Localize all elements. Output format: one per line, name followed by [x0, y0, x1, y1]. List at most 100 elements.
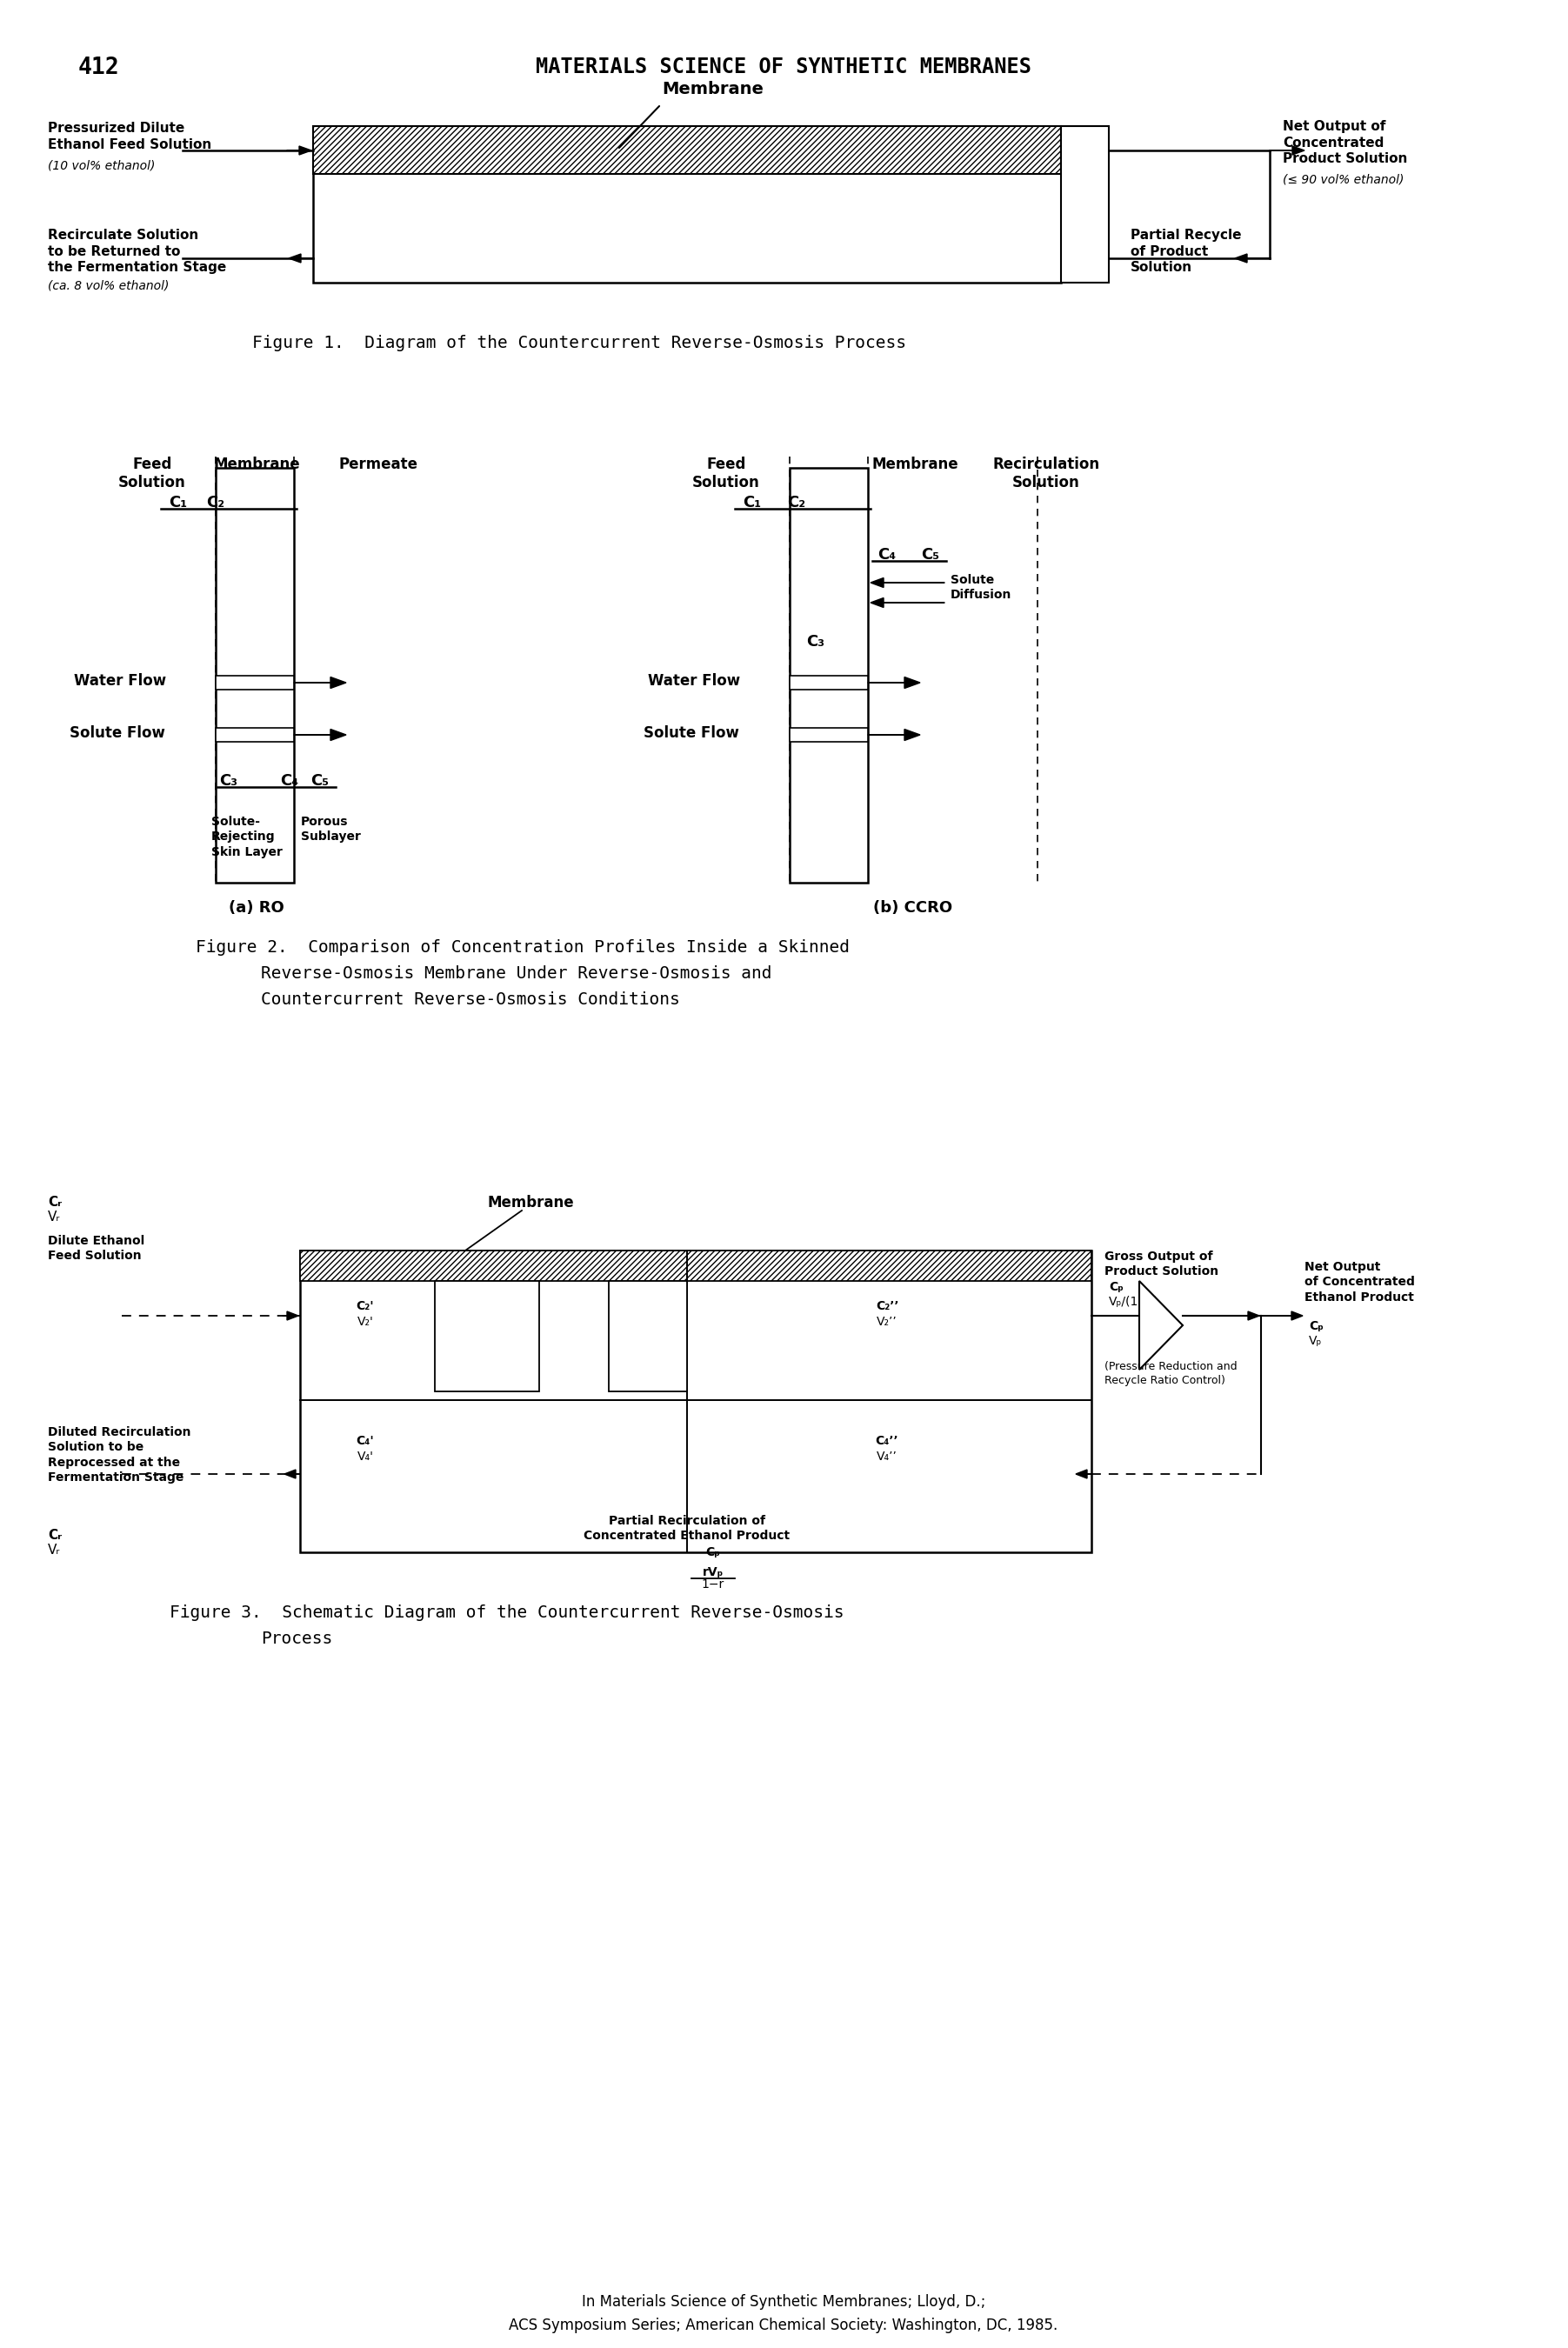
Text: Pressurized Dilute
Ethanol Feed Solution: Pressurized Dilute Ethanol Feed Solution — [49, 122, 212, 150]
Text: C₅: C₅ — [922, 547, 939, 564]
Text: C₂’’: C₂’’ — [875, 1301, 898, 1313]
Polygon shape — [1140, 1282, 1182, 1369]
Bar — [1062, 127, 1109, 282]
Bar — [434, 1282, 539, 1392]
Text: Partial Recycle
of Product
Solution: Partial Recycle of Product Solution — [1131, 228, 1242, 275]
Text: Cₚ: Cₚ — [706, 1547, 720, 1559]
FancyArrow shape — [869, 730, 920, 740]
Text: Dilute Ethanol
Feed Solution: Dilute Ethanol Feed Solution — [49, 1235, 144, 1263]
FancyArrow shape — [287, 146, 312, 155]
Text: Permeate: Permeate — [339, 456, 419, 472]
Text: 412: 412 — [78, 56, 119, 80]
Bar — [790, 467, 869, 883]
Text: Solute Flow: Solute Flow — [643, 726, 739, 742]
FancyArrow shape — [293, 730, 347, 740]
Text: C₄’’: C₄’’ — [875, 1435, 898, 1446]
Text: Cperm: Cperm — [467, 1308, 506, 1320]
FancyArrow shape — [284, 1470, 299, 1479]
Text: C₃: C₃ — [220, 772, 238, 789]
Text: Recirculation
Solution: Recirculation Solution — [993, 456, 1099, 491]
FancyArrow shape — [870, 599, 944, 608]
Text: Cᵣ: Cᵣ — [49, 1195, 61, 1209]
Text: Recirculate Solution
to be Returned to
the Fermentation Stage: Recirculate Solution to be Returned to t… — [49, 228, 226, 275]
Text: V₄’’: V₄’’ — [877, 1451, 897, 1463]
Text: C₂: C₂ — [207, 495, 224, 510]
Bar — [314, 127, 1062, 174]
Text: (b) CCRO: (b) CCRO — [873, 899, 953, 916]
Text: Diluted Recirculation
Solution to be
Reprocessed at the
Fermentation Stage: Diluted Recirculation Solution to be Rep… — [49, 1425, 191, 1484]
Text: Cₚ: Cₚ — [1109, 1282, 1124, 1294]
Text: V₄': V₄' — [358, 1451, 373, 1463]
FancyArrow shape — [870, 578, 944, 587]
FancyArrow shape — [1236, 254, 1270, 263]
Text: Vperm: Vperm — [469, 1324, 505, 1336]
Text: (ca. 8 vol% ethanol): (ca. 8 vol% ethanol) — [49, 279, 169, 291]
Text: Porous
Sublayer: Porous Sublayer — [301, 815, 361, 843]
Text: C₂: C₂ — [787, 495, 806, 510]
Text: Membrane: Membrane — [662, 80, 764, 96]
Bar — [790, 728, 869, 742]
Text: Vₚ: Vₚ — [1309, 1336, 1322, 1348]
Text: Solute
Diffusion: Solute Diffusion — [950, 573, 1011, 601]
Text: Membrane: Membrane — [488, 1195, 574, 1212]
Text: Water Flow: Water Flow — [74, 674, 166, 688]
Bar — [790, 676, 869, 690]
Text: (a) RO: (a) RO — [229, 899, 284, 916]
Text: Membrane: Membrane — [213, 456, 299, 472]
Bar — [299, 1251, 1091, 1282]
Text: Partial Recirculation of
Concentrated Ethanol Product: Partial Recirculation of Concentrated Et… — [583, 1514, 790, 1543]
Text: Membrane: Membrane — [872, 456, 960, 472]
Text: C₄': C₄' — [356, 1435, 375, 1446]
Text: rVₚ: rVₚ — [702, 1566, 724, 1578]
Text: C₄: C₄ — [281, 772, 299, 789]
Text: V₂': V₂' — [358, 1315, 373, 1329]
Bar — [299, 1251, 1091, 1552]
FancyArrow shape — [293, 676, 347, 688]
FancyArrow shape — [289, 254, 314, 263]
FancyArrow shape — [1270, 146, 1305, 155]
Bar — [608, 1282, 687, 1392]
Text: Process: Process — [260, 1630, 332, 1646]
Text: Solute Flow: Solute Flow — [69, 726, 165, 742]
Text: C₂': C₂' — [356, 1301, 375, 1313]
Text: Figure 2.  Comparison of Concentration Profiles Inside a Skinned: Figure 2. Comparison of Concentration Pr… — [196, 939, 850, 956]
Text: Reverse-Osmosis Membrane Under Reverse-Osmosis and: Reverse-Osmosis Membrane Under Reverse-O… — [260, 965, 771, 981]
Bar — [216, 467, 293, 883]
Text: C₁: C₁ — [743, 495, 762, 510]
Text: (Pressure Reduction and
Recycle Ratio Control): (Pressure Reduction and Recycle Ratio Co… — [1104, 1362, 1237, 1385]
Text: Solute-
Rejecting
Skin Layer: Solute- Rejecting Skin Layer — [212, 815, 282, 857]
Text: Vᵣ: Vᵣ — [49, 1543, 60, 1557]
Text: (≤ 90 vol% ethanol): (≤ 90 vol% ethanol) — [1283, 174, 1403, 185]
Text: C₅: C₅ — [310, 772, 329, 789]
Text: C₁: C₁ — [169, 495, 188, 510]
FancyArrow shape — [1261, 1313, 1303, 1320]
FancyArrow shape — [1236, 1313, 1259, 1320]
Text: Vᵣ: Vᵣ — [49, 1212, 60, 1223]
Text: (10 vol% ethanol): (10 vol% ethanol) — [49, 160, 155, 171]
Text: ACS Symposium Series; American Chemical Society: Washington, DC, 1985.: ACS Symposium Series; American Chemical … — [510, 2317, 1058, 2334]
Text: Vₚ/(1−r): Vₚ/(1−r) — [1109, 1296, 1159, 1308]
FancyArrow shape — [282, 1313, 298, 1320]
Text: Cₚ: Cₚ — [1309, 1320, 1323, 1331]
Text: Figure 1.  Diagram of the Countercurrent Reverse-Osmosis Process: Figure 1. Diagram of the Countercurrent … — [252, 336, 906, 352]
Text: Cᵣ: Cᵣ — [49, 1529, 61, 1543]
Text: Net Output of
Concentrated
Product Solution: Net Output of Concentrated Product Solut… — [1283, 120, 1408, 164]
Text: C₃: C₃ — [806, 634, 825, 650]
Bar — [314, 127, 1062, 282]
Text: In Materials Science of Synthetic Membranes; Lloyd, D.;: In Materials Science of Synthetic Membra… — [582, 2294, 986, 2310]
Bar — [216, 676, 293, 690]
Text: Figure 3.  Schematic Diagram of the Countercurrent Reverse-Osmosis: Figure 3. Schematic Diagram of the Count… — [169, 1604, 844, 1620]
Text: Feed
Solution: Feed Solution — [693, 456, 760, 491]
Text: Countercurrent Reverse-Osmosis Conditions: Countercurrent Reverse-Osmosis Condition… — [260, 991, 681, 1007]
Text: MATERIALS SCIENCE OF SYNTHETIC MEMBRANES: MATERIALS SCIENCE OF SYNTHETIC MEMBRANES — [536, 56, 1032, 77]
Bar — [216, 728, 293, 742]
FancyArrow shape — [1076, 1470, 1091, 1479]
Text: Feed
Solution: Feed Solution — [118, 456, 187, 491]
Text: Gross Output of
Product Solution: Gross Output of Product Solution — [1104, 1251, 1218, 1277]
Text: 1−r: 1−r — [702, 1578, 724, 1590]
Text: C₄: C₄ — [878, 547, 897, 564]
Text: Net Output
of Concentrated
Ethanol Product: Net Output of Concentrated Ethanol Produ… — [1305, 1261, 1414, 1303]
FancyArrow shape — [869, 676, 920, 688]
Text: Water Flow: Water Flow — [648, 674, 740, 688]
Text: V₂’’: V₂’’ — [877, 1315, 897, 1329]
